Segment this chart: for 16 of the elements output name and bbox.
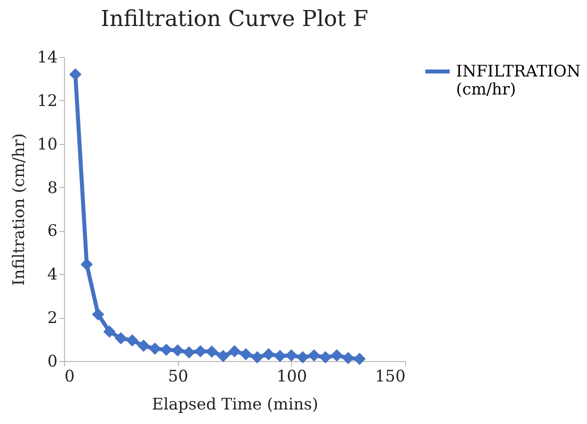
- x-tick-label: 50: [168, 366, 188, 386]
- y-tick-label: 10: [37, 134, 58, 154]
- y-tick-label: 4: [47, 264, 58, 284]
- x-tick-label: 0: [64, 366, 75, 386]
- y-tick-label: 0: [47, 352, 58, 370]
- chart-title: Infiltration Curve Plot F: [100, 7, 368, 32]
- legend-label: INFILTRATION (cm/hr): [456, 62, 581, 98]
- y-tick-label: 8: [47, 178, 58, 197]
- y-tick-label: 14: [37, 48, 58, 66]
- x-tick-label: 150: [374, 366, 406, 386]
- y-tick-label: 12: [37, 90, 58, 110]
- x-axis-title: Elapsed Time (mins): [152, 394, 318, 414]
- y-tick-label: 6: [47, 221, 58, 240]
- y-axis-title: Infiltration (cm/hr): [9, 133, 28, 286]
- y-tick-label: 2: [47, 308, 58, 328]
- x-tick-label: 100: [276, 366, 308, 386]
